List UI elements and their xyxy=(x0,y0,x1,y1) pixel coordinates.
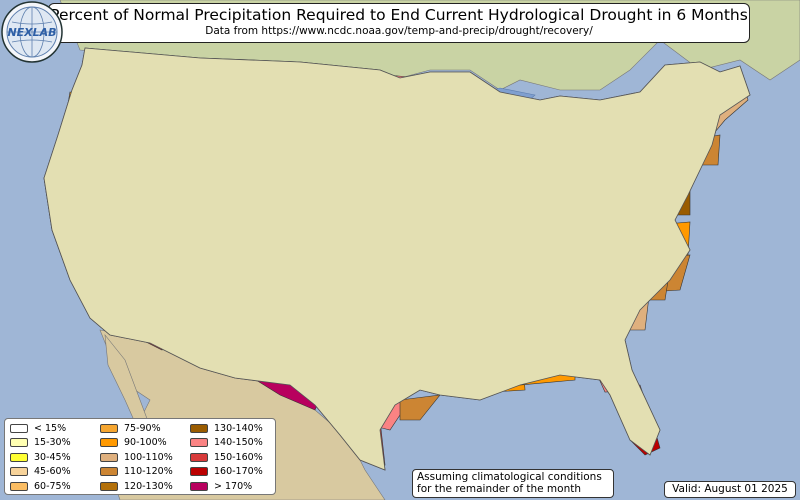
legend-item: 45-60% xyxy=(10,466,71,478)
valid-date: Valid: August 01 2025 xyxy=(664,481,796,498)
legend-label: 75-90% xyxy=(124,422,161,434)
legend-swatch xyxy=(190,438,208,447)
map-subtitle: Data from https://www.ncdc.noaa.gov/temp… xyxy=(205,25,593,37)
map-title: Percent of Normal Precipitation Required… xyxy=(50,6,748,24)
legend-swatch xyxy=(10,452,28,462)
region-tx-coast xyxy=(399,394,441,421)
legend-swatch xyxy=(190,481,208,491)
legend-swatch xyxy=(100,438,118,447)
nexlab-globe-logo-icon: NEXLAB xyxy=(1,1,63,63)
legend-label: 120-130% xyxy=(124,480,173,492)
legend-label: 130-140% xyxy=(214,422,263,434)
legend-swatch xyxy=(10,467,28,476)
legend-item: 75-90% xyxy=(100,422,161,434)
legend-item: 90-100% xyxy=(100,437,167,449)
note-line-1: Assuming climatological conditions xyxy=(417,471,602,483)
legend-swatch xyxy=(10,481,28,491)
legend-label: 160-170% xyxy=(214,466,263,477)
legend-label: 15-30% xyxy=(34,437,71,448)
note-line-2: for the remainder of the month xyxy=(417,483,582,495)
legend-swatch xyxy=(100,452,118,462)
legend-item: 130-140% xyxy=(190,422,263,434)
legend-label: 100-110% xyxy=(124,451,173,463)
legend-item: 150-160% xyxy=(190,451,263,463)
legend-item: 15-30% xyxy=(10,437,71,449)
legend-swatch xyxy=(10,438,28,447)
legend-label: 60-75% xyxy=(34,480,71,492)
legend-swatch xyxy=(190,423,208,433)
legend-item: > 170% xyxy=(190,480,252,492)
legend-item: 60-75% xyxy=(10,480,71,492)
legend-swatch xyxy=(190,452,208,462)
legend-swatch xyxy=(100,467,118,476)
legend-item: 110-120% xyxy=(100,466,173,478)
legend-item: 100-110% xyxy=(100,451,173,463)
legend-swatch xyxy=(100,423,118,433)
legend-item: 120-130% xyxy=(100,480,173,492)
legend-item: 160-170% xyxy=(190,466,263,478)
legend-label: 110-120% xyxy=(124,466,173,477)
legend: < 15% 15-30% 30-45% 45-60% 60-75% 75-90% 90-10… xyxy=(4,418,276,495)
climatology-note: Assuming climatological conditions for t… xyxy=(412,469,614,498)
legend-swatch xyxy=(190,467,208,476)
legend-label: > 170% xyxy=(214,480,253,492)
legend-swatch xyxy=(10,423,28,433)
legend-swatch xyxy=(100,481,118,491)
legend-item: 140-150% xyxy=(190,437,263,449)
svg-text:NEXLAB: NEXLAB xyxy=(7,26,56,39)
legend-label: < 15% xyxy=(34,422,67,434)
legend-label: 90-100% xyxy=(124,437,167,448)
legend-item: < 15% xyxy=(10,422,66,434)
legend-label: 45-60% xyxy=(34,466,71,477)
legend-item: 30-45% xyxy=(10,451,71,463)
legend-label: 30-45% xyxy=(34,451,71,463)
legend-label: 140-150% xyxy=(214,437,263,448)
legend-label: 150-160% xyxy=(214,451,263,463)
title-box: Percent of Normal Precipitation Required… xyxy=(48,3,750,43)
